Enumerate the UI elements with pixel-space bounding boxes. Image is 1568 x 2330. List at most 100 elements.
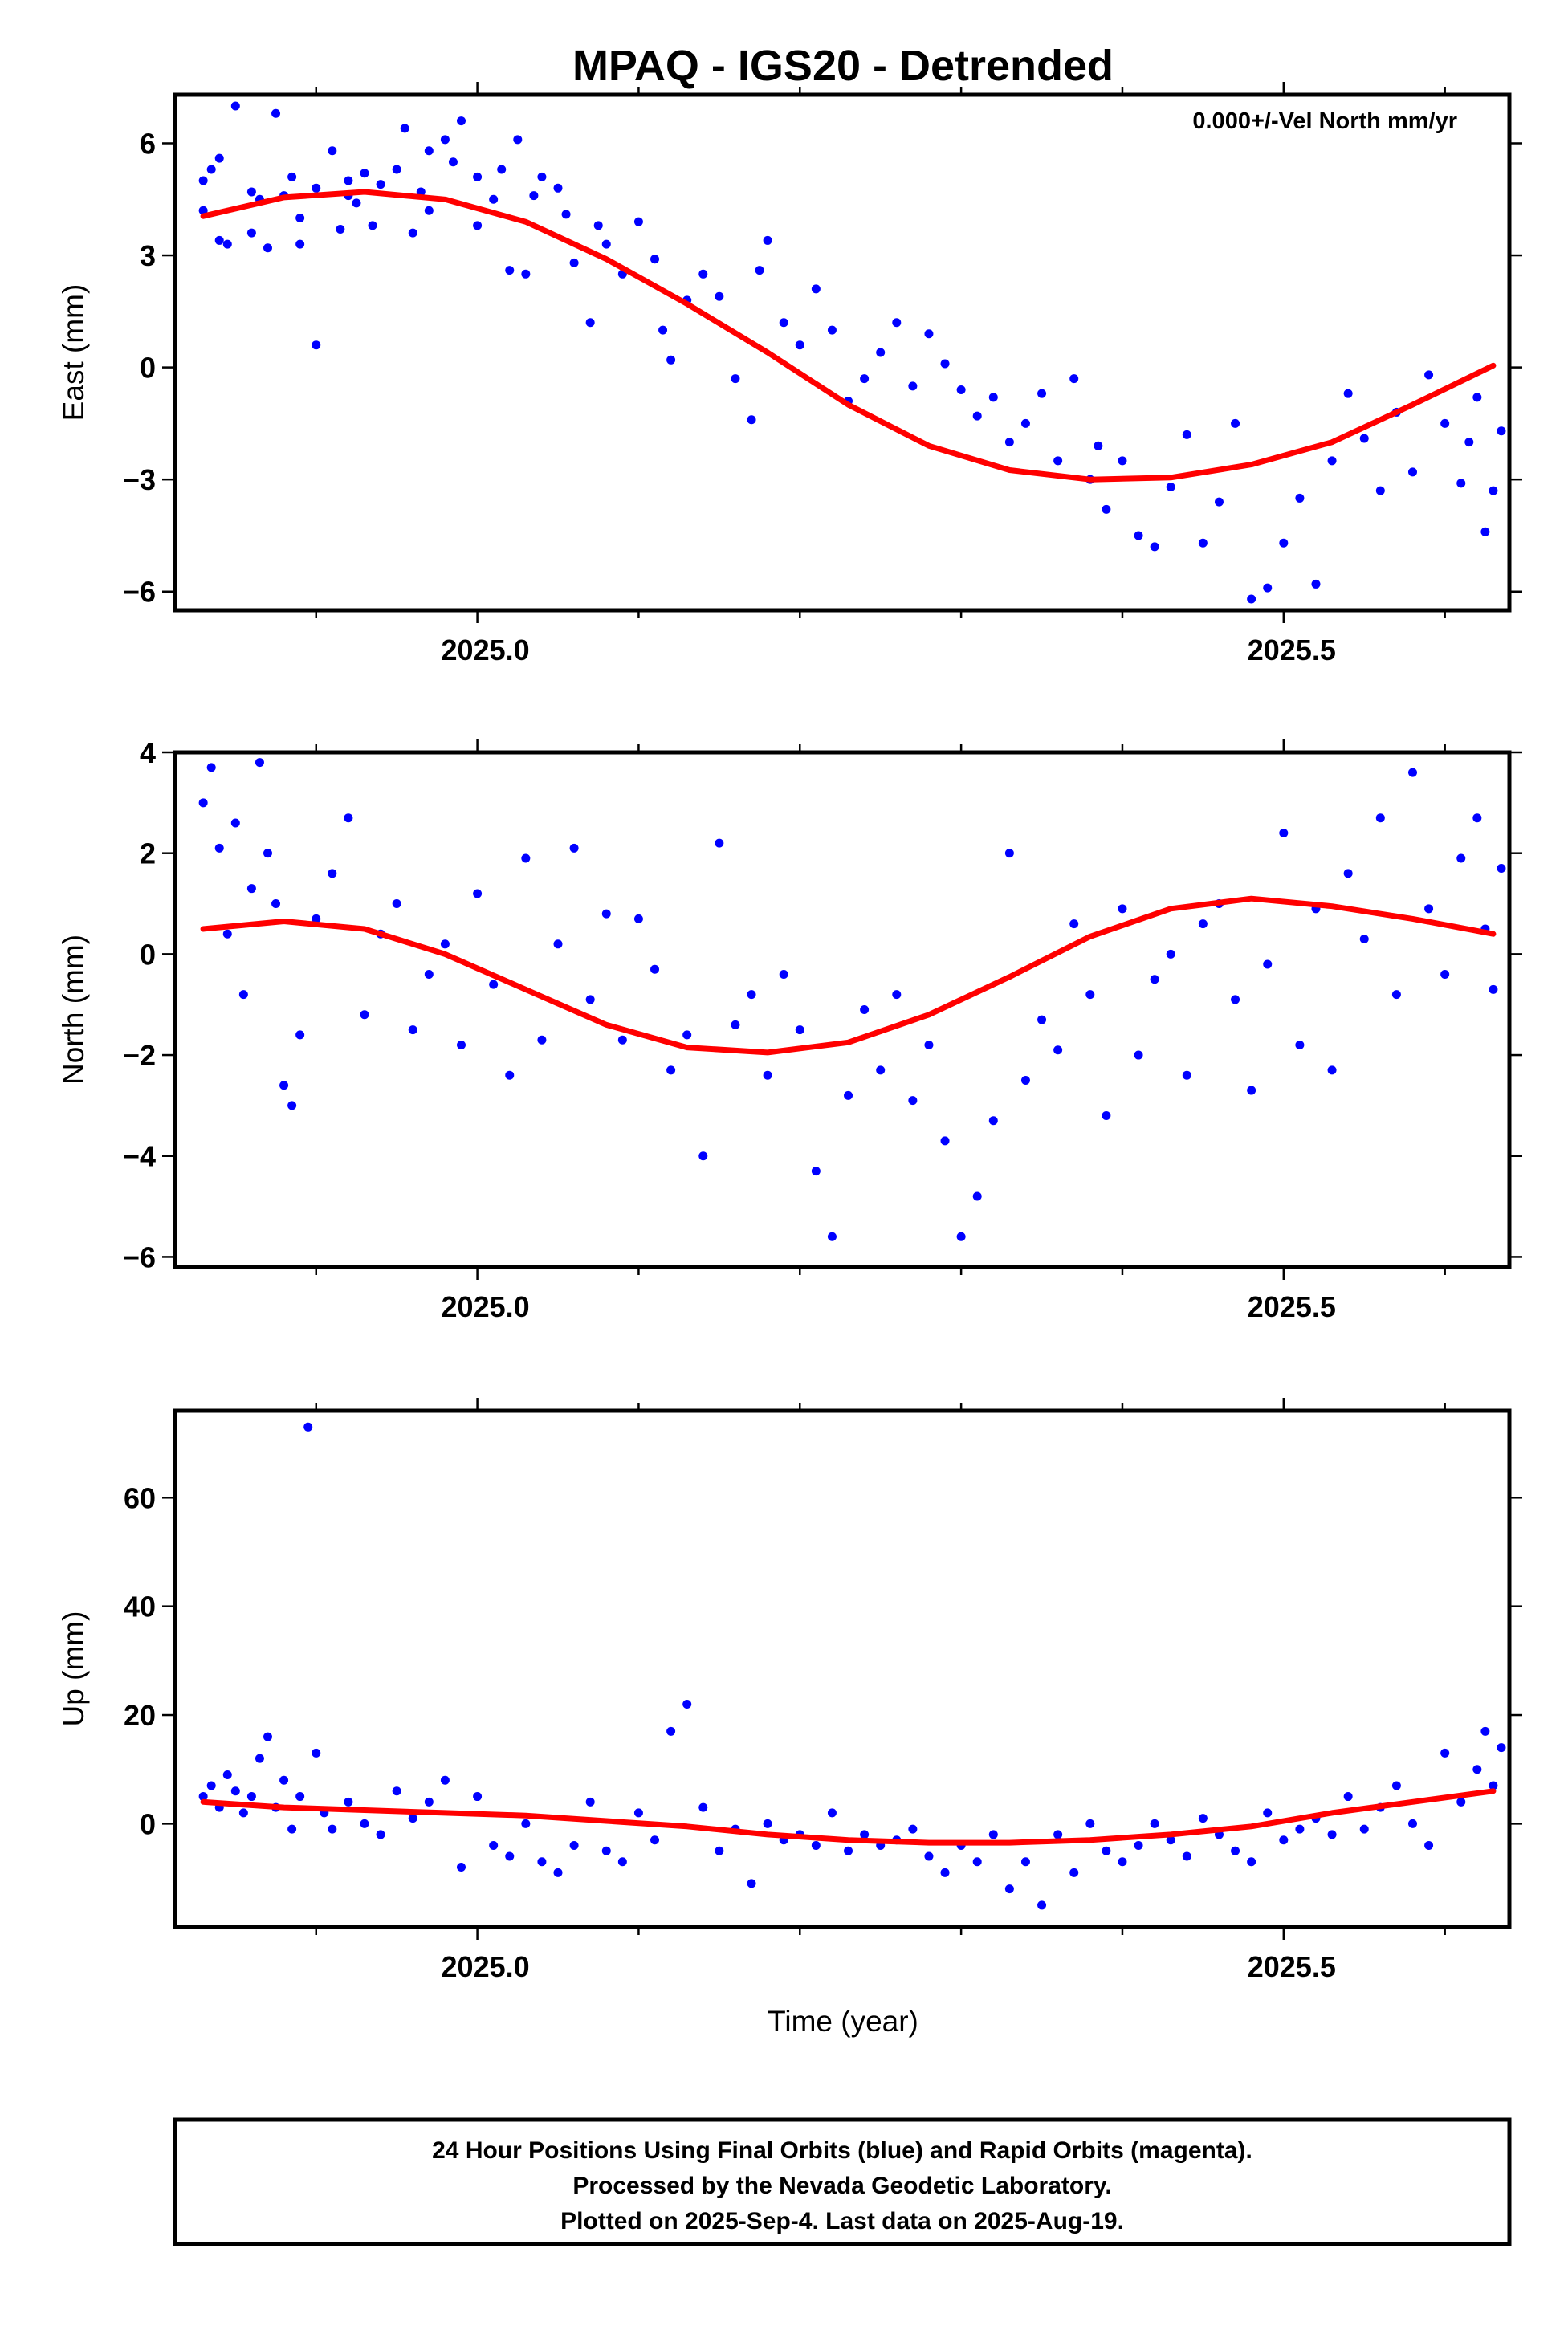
north-data-point bbox=[295, 1030, 305, 1040]
east-data-point bbox=[505, 266, 515, 275]
east-data-point bbox=[553, 183, 563, 193]
up-data-point bbox=[908, 1824, 918, 1834]
up-data-point bbox=[1102, 1846, 1111, 1855]
legend-line-2: Processed by the Nevada Geodetic Laborat… bbox=[572, 2173, 1111, 2199]
east-data-point bbox=[440, 135, 450, 145]
north-data-point bbox=[1375, 813, 1385, 823]
up-data-point bbox=[489, 1840, 499, 1850]
east-data-point bbox=[763, 235, 772, 245]
east-data-point bbox=[1118, 456, 1127, 466]
up-data-point bbox=[1497, 1743, 1506, 1753]
up-data-point bbox=[617, 1857, 627, 1867]
north-data-point bbox=[1053, 1045, 1063, 1055]
north-data-point bbox=[601, 909, 611, 919]
east-data-point bbox=[312, 183, 321, 193]
east-data-point bbox=[1037, 389, 1047, 398]
up-data-point bbox=[287, 1824, 297, 1834]
north-data-point bbox=[214, 843, 224, 853]
up-data-point bbox=[1440, 1748, 1450, 1758]
north-data-point bbox=[731, 1020, 740, 1029]
north-data-point bbox=[392, 899, 401, 909]
north-data-point bbox=[553, 939, 563, 949]
up-data-point bbox=[1295, 1824, 1305, 1834]
north-data-point bbox=[1247, 1086, 1256, 1095]
east-data-point bbox=[698, 269, 708, 279]
east-data-point bbox=[295, 239, 305, 249]
up-data-point bbox=[424, 1797, 434, 1807]
east-data-point bbox=[448, 157, 458, 167]
north-data-point bbox=[1456, 853, 1466, 863]
up-data-point bbox=[1150, 1819, 1159, 1828]
east-data-point bbox=[876, 348, 886, 357]
up-data-point bbox=[303, 1422, 313, 1432]
up-data-point bbox=[312, 1748, 321, 1758]
east-data-point bbox=[1489, 486, 1498, 495]
up-data-point bbox=[940, 1868, 950, 1877]
east-data-point bbox=[1497, 426, 1506, 436]
east-data-point bbox=[214, 153, 224, 163]
east-data-point bbox=[924, 329, 934, 339]
up-data-point bbox=[255, 1754, 264, 1763]
north-data-point bbox=[666, 1065, 676, 1075]
up-data-point bbox=[376, 1830, 385, 1839]
up-data-point bbox=[222, 1770, 232, 1779]
east-data-point bbox=[424, 146, 434, 156]
north-data-point bbox=[924, 1040, 934, 1049]
up-data-point bbox=[1391, 1781, 1401, 1790]
east-data-point bbox=[1279, 538, 1289, 548]
north-data-point bbox=[424, 970, 434, 980]
north-data-point bbox=[876, 1065, 886, 1075]
up-data-point bbox=[585, 1797, 595, 1807]
east-data-point bbox=[1102, 504, 1111, 514]
east-data-point bbox=[1020, 418, 1030, 428]
up-data-point bbox=[1053, 1830, 1063, 1839]
north-data-point bbox=[255, 758, 264, 768]
up-data-point bbox=[263, 1732, 272, 1741]
up-data-point bbox=[408, 1814, 417, 1823]
north-frame bbox=[173, 750, 1512, 1269]
up-data-point bbox=[230, 1786, 240, 1796]
east-data-point bbox=[1295, 493, 1305, 503]
north-data-point bbox=[1020, 1075, 1030, 1085]
east-data-point bbox=[376, 180, 385, 189]
x-axis-label: Time (year) bbox=[768, 2005, 918, 2038]
east-data-point bbox=[473, 221, 483, 230]
north-data-point bbox=[360, 1010, 369, 1020]
east-data-point bbox=[416, 187, 426, 197]
north-data-point bbox=[408, 1025, 417, 1035]
north-data-point bbox=[827, 1232, 837, 1241]
up-data-point bbox=[601, 1846, 611, 1855]
east-data-point bbox=[561, 210, 571, 219]
north-data-point bbox=[1279, 829, 1289, 838]
north-data-point bbox=[206, 763, 216, 772]
up-data-point bbox=[1327, 1830, 1337, 1839]
up-y-axis-label: Up (mm) bbox=[57, 1611, 90, 1727]
north-data-point bbox=[328, 869, 337, 878]
up-data-point bbox=[1472, 1765, 1482, 1774]
east-data-point bbox=[795, 340, 804, 350]
north-data-point bbox=[440, 939, 450, 949]
up-data-point bbox=[1231, 1846, 1240, 1855]
north-data-point bbox=[585, 995, 595, 1004]
legend-line-3: Plotted on 2025-Sep-4. Last data on 2025… bbox=[560, 2208, 1124, 2234]
east-data-point bbox=[1182, 430, 1191, 439]
north-data-point bbox=[1263, 959, 1273, 969]
north-data-point bbox=[956, 1232, 966, 1241]
north-data-point bbox=[1166, 949, 1175, 959]
north-data-point bbox=[287, 1101, 297, 1110]
up-data-point bbox=[924, 1851, 934, 1861]
north-data-point bbox=[1118, 904, 1127, 914]
up-ytick-label: 40 bbox=[124, 1591, 156, 1623]
velocity-annotation: 0.000+/-Vel North mm/yr bbox=[1192, 108, 1457, 134]
north-data-point bbox=[698, 1151, 708, 1161]
up-data-point bbox=[1489, 1781, 1498, 1790]
up-data-point bbox=[246, 1792, 256, 1802]
east-model-line bbox=[200, 189, 1497, 483]
up-data-point bbox=[344, 1797, 353, 1807]
east-data-point bbox=[731, 374, 740, 384]
east-data-point bbox=[392, 165, 401, 174]
east-data-point bbox=[755, 266, 764, 275]
east-panel: 0.000+/-Vel North mm/yr 2025.0 2025.5 −6 −3… bbox=[57, 82, 1522, 666]
up-data-point bbox=[1359, 1824, 1369, 1834]
up-data-point bbox=[569, 1840, 579, 1850]
